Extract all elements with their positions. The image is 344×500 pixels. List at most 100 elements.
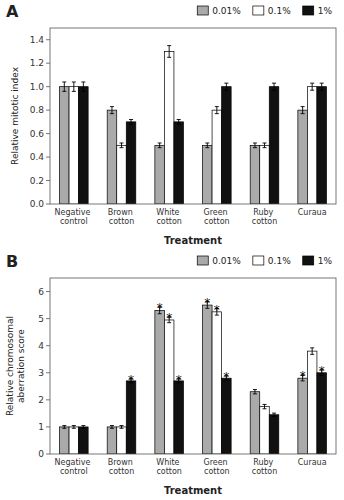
error-line [73, 82, 74, 91]
bar [174, 381, 184, 454]
error-cap [301, 113, 305, 114]
error-bar [215, 107, 219, 114]
error-cap [81, 425, 85, 426]
error-bar [205, 143, 209, 148]
plot-frame [50, 278, 336, 454]
y-axis-label: Relative mitotic index [10, 66, 20, 165]
legend-label: 0.01% [212, 6, 241, 16]
x-tick-label-line: Green [203, 458, 230, 467]
bar [298, 378, 308, 454]
legend-label: 1% [318, 6, 333, 16]
error-cap [110, 425, 114, 426]
legend-label: 0.1% [268, 256, 291, 266]
legend-item: 1% [303, 256, 333, 266]
bar [269, 87, 279, 204]
error-cap [310, 347, 314, 348]
bar [69, 427, 79, 454]
y-tick-label: 5 [38, 314, 44, 324]
y-tick [46, 180, 50, 181]
error-cap [158, 147, 162, 148]
x-tick-label: Curaua [298, 458, 327, 467]
y-tick-label: 0.6 [30, 129, 45, 139]
bar [60, 427, 70, 454]
y-tick-label: 3 [38, 368, 44, 378]
bar [107, 110, 117, 204]
error-line [312, 83, 313, 90]
error-cap [81, 81, 85, 82]
error-line [216, 107, 217, 114]
error-bar [320, 83, 324, 90]
error-line [264, 143, 265, 148]
bar [250, 392, 260, 454]
significance-mark: * [214, 303, 220, 317]
error-cap [215, 113, 219, 114]
error-line [312, 348, 313, 354]
x-tick-label-line: control [60, 217, 88, 226]
error-line [274, 413, 275, 416]
legend-swatch [303, 6, 314, 15]
x-tick-label-line: cotton [109, 467, 135, 476]
error-line [321, 83, 322, 90]
panel-title: A [6, 2, 19, 21]
error-bar [120, 426, 124, 429]
error-cap [320, 83, 324, 84]
y-tick-label: 1 [38, 422, 44, 432]
error-cap [72, 425, 76, 426]
bar [60, 87, 70, 204]
x-tick-label: Green cotton [203, 458, 230, 476]
error-bar [253, 143, 257, 148]
x-tick-label: Curaua [298, 208, 327, 217]
x-tick-label-line: Brown [108, 458, 136, 467]
x-tick-label: Negative control [55, 458, 93, 476]
x-tick-label: Brown cotton [108, 208, 136, 226]
error-bar [253, 390, 257, 394]
error-bar [72, 426, 76, 429]
marks [60, 46, 327, 204]
error-line [159, 143, 160, 148]
bar [269, 415, 279, 454]
error-cap [167, 45, 171, 46]
bar [69, 87, 79, 204]
bar [307, 87, 317, 204]
x-tick-label-line: Brown [108, 208, 136, 217]
x-tick-label-line: cotton [156, 467, 182, 476]
legend-label: 1% [318, 256, 333, 266]
legend-label: 0.1% [268, 6, 291, 16]
y-tick [46, 39, 50, 40]
marks [60, 302, 327, 454]
page: {"chart_data": [ {"type": "bar", "title"… [0, 0, 344, 500]
error-bar [110, 107, 114, 114]
error-cap [158, 142, 162, 143]
x-tick-label-line: cotton [252, 467, 278, 476]
panel: B*********0123456Relative chromosomalabe… [5, 252, 336, 496]
y-tick [46, 110, 50, 111]
chart: A0.00.20.40.60.81.01.21.4Relative mitoti… [0, 0, 344, 500]
error-bar [224, 83, 228, 90]
legend-swatch [253, 256, 264, 265]
x-tick-label: Ruby cotton [252, 208, 278, 226]
y-tick [46, 318, 50, 319]
y-tick [46, 133, 50, 134]
significance-mark: * [166, 311, 172, 325]
bar [155, 310, 165, 454]
error-bar [110, 426, 114, 429]
legend-label: 0.01% [212, 256, 241, 266]
bar [212, 110, 222, 204]
legend-item: 0.1% [253, 6, 291, 16]
significance-mark: * [157, 301, 163, 315]
x-tick-label-line: Curaua [298, 208, 327, 217]
error-cap [120, 425, 124, 426]
error-line [64, 82, 65, 91]
bar [79, 427, 89, 454]
error-cap [253, 393, 257, 394]
error-bar [62, 82, 66, 91]
error-bar [129, 120, 133, 125]
error-cap [263, 142, 267, 143]
x-axis-label: Treatment [164, 235, 222, 246]
error-cap [320, 90, 324, 91]
x-tick-label-line: cotton [252, 217, 278, 226]
bar [203, 305, 213, 454]
error-cap [272, 83, 276, 84]
y-tick [46, 454, 50, 455]
error-cap [253, 147, 257, 148]
